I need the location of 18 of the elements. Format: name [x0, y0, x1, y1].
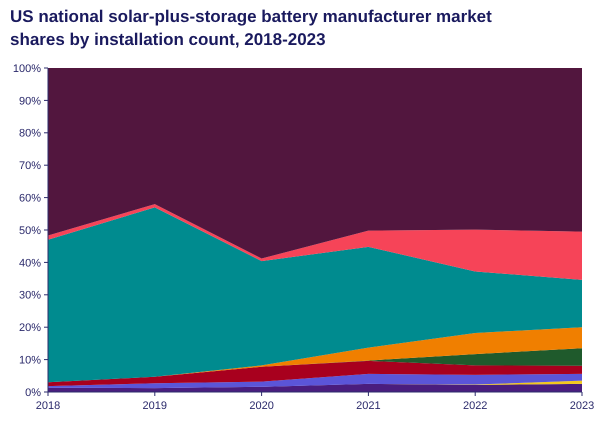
x-tick-label: 2020 — [249, 400, 274, 412]
x-tick-label: 2022 — [462, 400, 488, 412]
chart-title: US national solar-plus-storage battery manufacturer market shares by installation count, 2018-2023 — [10, 7, 492, 49]
x-tick-label: 2019 — [142, 400, 168, 412]
y-tick-label: 0% — [25, 386, 42, 399]
y-tick-label: 30% — [18, 290, 42, 302]
y-tick-label: 90% — [18, 95, 42, 108]
y-tick-label: 50% — [18, 224, 42, 237]
y-tick-label: 10% — [18, 354, 42, 366]
x-tick-label: 2018 — [36, 400, 60, 412]
x-tick-label: 2021 — [356, 400, 381, 412]
y-tick-label: 70% — [18, 160, 42, 172]
x-tick-label: 2023 — [570, 400, 594, 412]
y-tick-label: 80% — [18, 128, 42, 140]
y-tick-label: 100% — [12, 62, 42, 75]
y-tick-label: 60% — [18, 192, 42, 204]
y-tick-label: 40% — [18, 257, 42, 270]
y-tick-label: 20% — [18, 322, 42, 334]
